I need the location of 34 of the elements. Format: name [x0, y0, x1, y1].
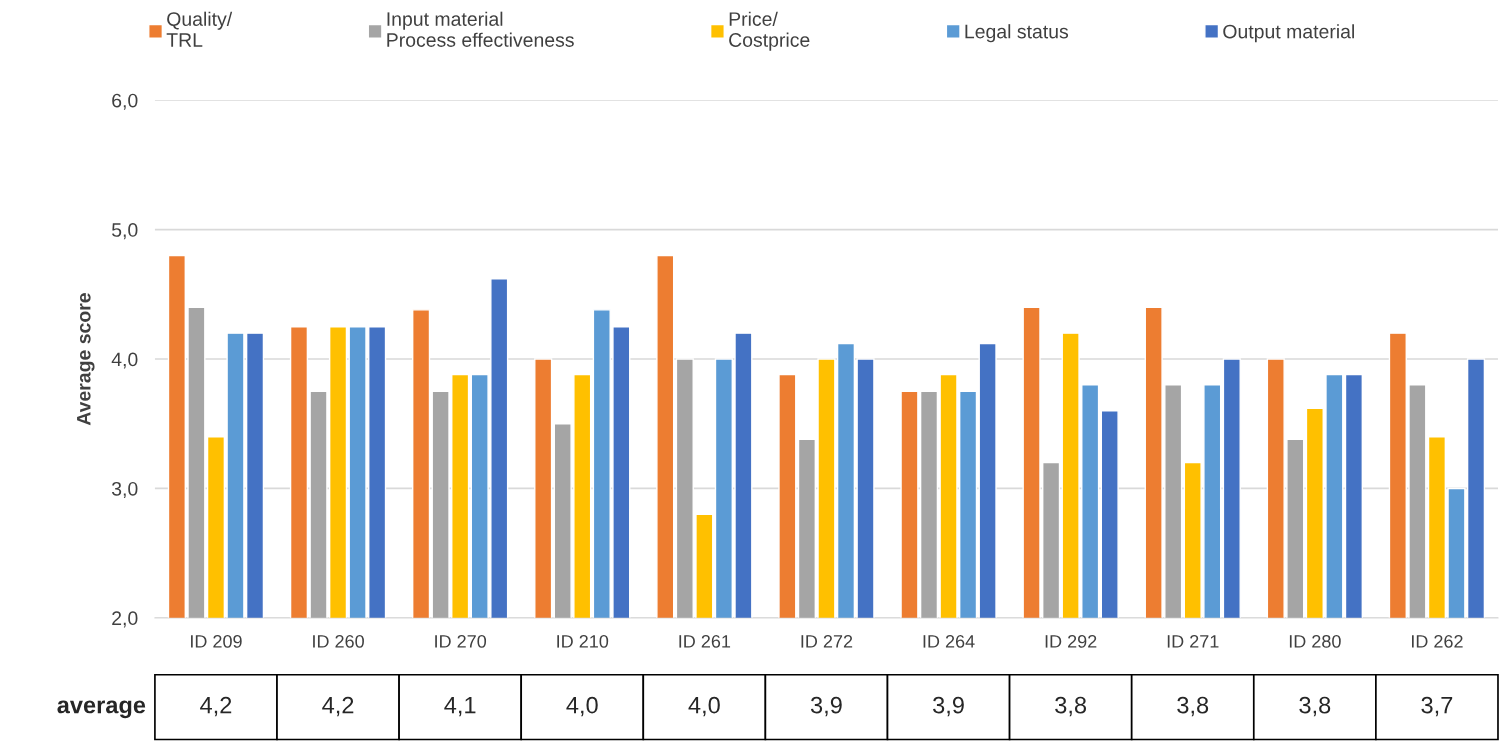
- text: 4,1: [444, 697, 476, 717]
- y-tick-label: 5,0: [112, 223, 138, 240]
- text: 3,7: [1421, 696, 1453, 717]
- x-tick-label: ID 260: [313, 634, 364, 648]
- text: 4,2: [322, 696, 354, 717]
- y-tick-label: 3,0: [111, 481, 138, 498]
- x-tick-label: ID 262: [1412, 634, 1463, 648]
- text: 4,0: [688, 696, 720, 717]
- y-tick-label: 4,0: [111, 352, 138, 369]
- x-tick-label: ID 271: [1167, 634, 1219, 648]
- legend-label: Quality/ TRL: [166, 11, 233, 47]
- text: 3,8: [1055, 696, 1087, 717]
- text: 3,9: [933, 696, 964, 717]
- x-tick-label: ID 264: [923, 634, 975, 648]
- x-tick-label: ID 210: [557, 634, 609, 648]
- x-tick-label: ID 272: [801, 634, 853, 648]
- text: average: [57, 700, 146, 719]
- text: 3,8: [1177, 696, 1209, 717]
- x-tick-label: ID 270: [435, 634, 487, 648]
- legend-label: Input material Process effectiveness: [387, 11, 574, 47]
- x-tick-label: ID 209: [191, 634, 242, 648]
- text: 4,0: [566, 696, 598, 717]
- text: 3,8: [1299, 696, 1331, 717]
- x-tick-label: ID 261: [679, 634, 731, 648]
- x-tick-label: ID 292: [1045, 634, 1097, 648]
- text: 4,2: [200, 696, 232, 717]
- x-tick-label: ID 280: [1289, 634, 1341, 648]
- y-tick-label: 2,0: [112, 611, 138, 628]
- legend-label: Output material: [1223, 24, 1354, 43]
- legend-label: Legal status: [965, 24, 1069, 43]
- legend-label: Price/ Costprice: [729, 11, 810, 51]
- y-axis-title: Average score: [77, 293, 95, 426]
- y-tick-label: 6,0: [112, 93, 138, 110]
- text: 3,9: [810, 696, 842, 717]
